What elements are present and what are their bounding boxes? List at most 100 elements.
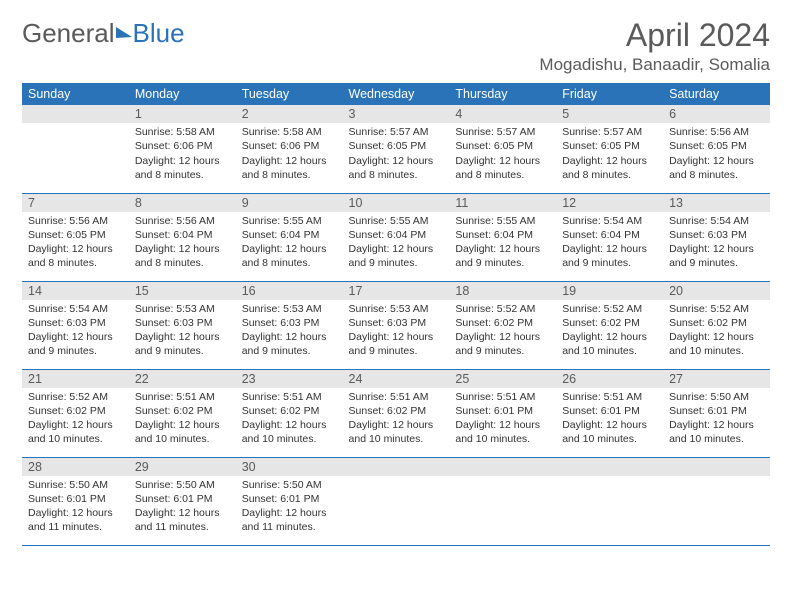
sunrise-text: Sunrise: 5:50 AM <box>28 478 123 492</box>
weekday-header: Monday <box>129 83 236 105</box>
day-details: Sunrise: 5:51 AMSunset: 6:02 PMDaylight:… <box>343 388 450 451</box>
sunrise-text: Sunrise: 5:53 AM <box>135 302 230 316</box>
daylight-text: Daylight: 12 hours and 8 minutes. <box>349 154 444 182</box>
day-details: Sunrise: 5:58 AMSunset: 6:06 PMDaylight:… <box>129 123 236 186</box>
calendar-day-cell: 16Sunrise: 5:53 AMSunset: 6:03 PMDayligh… <box>236 281 343 369</box>
calendar-week-row: 1Sunrise: 5:58 AMSunset: 6:06 PMDaylight… <box>22 105 770 193</box>
sunset-text: Sunset: 6:01 PM <box>455 404 550 418</box>
sunrise-text: Sunrise: 5:57 AM <box>562 125 657 139</box>
day-number: 25 <box>449 370 556 388</box>
calendar-week-row: 28Sunrise: 5:50 AMSunset: 6:01 PMDayligh… <box>22 457 770 545</box>
sunrise-text: Sunrise: 5:54 AM <box>28 302 123 316</box>
day-number: 4 <box>449 105 556 123</box>
daylight-text: Daylight: 12 hours and 11 minutes. <box>135 506 230 534</box>
day-details: Sunrise: 5:50 AMSunset: 6:01 PMDaylight:… <box>22 476 129 539</box>
day-number <box>556 458 663 476</box>
calendar-day-cell: 12Sunrise: 5:54 AMSunset: 6:04 PMDayligh… <box>556 193 663 281</box>
day-number: 11 <box>449 194 556 212</box>
day-number: 23 <box>236 370 343 388</box>
daylight-text: Daylight: 12 hours and 8 minutes. <box>135 242 230 270</box>
day-number: 30 <box>236 458 343 476</box>
calendar-day-cell: 28Sunrise: 5:50 AMSunset: 6:01 PMDayligh… <box>22 457 129 545</box>
sunset-text: Sunset: 6:05 PM <box>562 139 657 153</box>
sunset-text: Sunset: 6:06 PM <box>242 139 337 153</box>
calendar-day-cell: 24Sunrise: 5:51 AMSunset: 6:02 PMDayligh… <box>343 369 450 457</box>
sunset-text: Sunset: 6:05 PM <box>455 139 550 153</box>
daylight-text: Daylight: 12 hours and 10 minutes. <box>562 330 657 358</box>
sunset-text: Sunset: 6:01 PM <box>562 404 657 418</box>
calendar-day-cell <box>343 457 450 545</box>
weekday-header: Thursday <box>449 83 556 105</box>
calendar-day-cell: 14Sunrise: 5:54 AMSunset: 6:03 PMDayligh… <box>22 281 129 369</box>
day-number: 27 <box>663 370 770 388</box>
sunset-text: Sunset: 6:02 PM <box>349 404 444 418</box>
daylight-text: Daylight: 12 hours and 10 minutes. <box>349 418 444 446</box>
day-details: Sunrise: 5:56 AMSunset: 6:05 PMDaylight:… <box>663 123 770 186</box>
calendar-day-cell: 1Sunrise: 5:58 AMSunset: 6:06 PMDaylight… <box>129 105 236 193</box>
calendar-day-cell: 2Sunrise: 5:58 AMSunset: 6:06 PMDaylight… <box>236 105 343 193</box>
sunrise-text: Sunrise: 5:55 AM <box>455 214 550 228</box>
sunrise-text: Sunrise: 5:55 AM <box>349 214 444 228</box>
daylight-text: Daylight: 12 hours and 10 minutes. <box>455 418 550 446</box>
day-details: Sunrise: 5:53 AMSunset: 6:03 PMDaylight:… <box>343 300 450 363</box>
sunrise-text: Sunrise: 5:53 AM <box>242 302 337 316</box>
day-details: Sunrise: 5:51 AMSunset: 6:02 PMDaylight:… <box>236 388 343 451</box>
page-header: General Blue April 2024 Mogadishu, Banaa… <box>22 18 770 75</box>
sunset-text: Sunset: 6:02 PM <box>562 316 657 330</box>
sunset-text: Sunset: 6:05 PM <box>349 139 444 153</box>
daylight-text: Daylight: 12 hours and 9 minutes. <box>455 242 550 270</box>
day-number: 19 <box>556 282 663 300</box>
day-number: 29 <box>129 458 236 476</box>
sunset-text: Sunset: 6:03 PM <box>669 228 764 242</box>
calendar-week-row: 21Sunrise: 5:52 AMSunset: 6:02 PMDayligh… <box>22 369 770 457</box>
sunset-text: Sunset: 6:01 PM <box>669 404 764 418</box>
sunrise-text: Sunrise: 5:56 AM <box>669 125 764 139</box>
daylight-text: Daylight: 12 hours and 10 minutes. <box>562 418 657 446</box>
sunrise-text: Sunrise: 5:50 AM <box>669 390 764 404</box>
calendar-day-cell: 10Sunrise: 5:55 AMSunset: 6:04 PMDayligh… <box>343 193 450 281</box>
daylight-text: Daylight: 12 hours and 11 minutes. <box>242 506 337 534</box>
calendar-day-cell: 25Sunrise: 5:51 AMSunset: 6:01 PMDayligh… <box>449 369 556 457</box>
day-details: Sunrise: 5:50 AMSunset: 6:01 PMDaylight:… <box>663 388 770 451</box>
sunrise-text: Sunrise: 5:52 AM <box>669 302 764 316</box>
title-block: April 2024 Mogadishu, Banaadir, Somalia <box>539 18 770 75</box>
calendar-day-cell: 26Sunrise: 5:51 AMSunset: 6:01 PMDayligh… <box>556 369 663 457</box>
calendar-day-cell: 6Sunrise: 5:56 AMSunset: 6:05 PMDaylight… <box>663 105 770 193</box>
sunset-text: Sunset: 6:01 PM <box>28 492 123 506</box>
sunrise-text: Sunrise: 5:58 AM <box>242 125 337 139</box>
calendar-day-cell: 13Sunrise: 5:54 AMSunset: 6:03 PMDayligh… <box>663 193 770 281</box>
calendar-day-cell <box>22 105 129 193</box>
logo: General Blue <box>22 18 185 49</box>
sunset-text: Sunset: 6:04 PM <box>455 228 550 242</box>
sunset-text: Sunset: 6:06 PM <box>135 139 230 153</box>
day-number: 28 <box>22 458 129 476</box>
day-number: 21 <box>22 370 129 388</box>
day-number: 7 <box>22 194 129 212</box>
calendar-day-cell: 15Sunrise: 5:53 AMSunset: 6:03 PMDayligh… <box>129 281 236 369</box>
day-details: Sunrise: 5:53 AMSunset: 6:03 PMDaylight:… <box>236 300 343 363</box>
calendar-day-cell: 3Sunrise: 5:57 AMSunset: 6:05 PMDaylight… <box>343 105 450 193</box>
calendar-body: 1Sunrise: 5:58 AMSunset: 6:06 PMDaylight… <box>22 105 770 545</box>
day-number: 1 <box>129 105 236 123</box>
daylight-text: Daylight: 12 hours and 8 minutes. <box>242 154 337 182</box>
sunrise-text: Sunrise: 5:52 AM <box>455 302 550 316</box>
day-details: Sunrise: 5:55 AMSunset: 6:04 PMDaylight:… <box>236 212 343 275</box>
daylight-text: Daylight: 12 hours and 9 minutes. <box>669 242 764 270</box>
daylight-text: Daylight: 12 hours and 9 minutes. <box>349 242 444 270</box>
calendar-day-cell: 23Sunrise: 5:51 AMSunset: 6:02 PMDayligh… <box>236 369 343 457</box>
day-details: Sunrise: 5:55 AMSunset: 6:04 PMDaylight:… <box>449 212 556 275</box>
sunset-text: Sunset: 6:04 PM <box>562 228 657 242</box>
day-details: Sunrise: 5:50 AMSunset: 6:01 PMDaylight:… <box>236 476 343 539</box>
day-details: Sunrise: 5:57 AMSunset: 6:05 PMDaylight:… <box>556 123 663 186</box>
sunset-text: Sunset: 6:04 PM <box>135 228 230 242</box>
sunset-text: Sunset: 6:04 PM <box>349 228 444 242</box>
calendar-day-cell: 19Sunrise: 5:52 AMSunset: 6:02 PMDayligh… <box>556 281 663 369</box>
day-number: 8 <box>129 194 236 212</box>
calendar-day-cell: 11Sunrise: 5:55 AMSunset: 6:04 PMDayligh… <box>449 193 556 281</box>
sunset-text: Sunset: 6:03 PM <box>135 316 230 330</box>
calendar-day-cell: 8Sunrise: 5:56 AMSunset: 6:04 PMDaylight… <box>129 193 236 281</box>
weekday-header: Wednesday <box>343 83 450 105</box>
day-details: Sunrise: 5:51 AMSunset: 6:01 PMDaylight:… <box>556 388 663 451</box>
day-number: 18 <box>449 282 556 300</box>
daylight-text: Daylight: 12 hours and 10 minutes. <box>242 418 337 446</box>
